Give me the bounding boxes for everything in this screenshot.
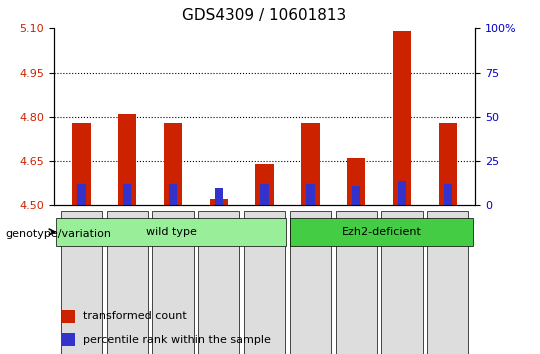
Bar	[63, 333, 75, 346]
FancyBboxPatch shape	[61, 211, 102, 354]
FancyBboxPatch shape	[152, 211, 194, 354]
Bar	[164, 123, 182, 205]
Bar	[72, 123, 91, 205]
Text: percentile rank within the sample: percentile rank within the sample	[84, 335, 272, 345]
Bar	[444, 184, 452, 205]
Bar	[63, 310, 75, 323]
FancyBboxPatch shape	[381, 211, 423, 354]
Text: Ezh2-deficient: Ezh2-deficient	[342, 227, 422, 237]
Text: wild type: wild type	[146, 227, 197, 237]
Bar	[215, 188, 223, 205]
FancyBboxPatch shape	[427, 211, 468, 354]
Bar	[118, 114, 137, 205]
Bar	[301, 123, 320, 205]
Title: GDS4309 / 10601813: GDS4309 / 10601813	[183, 8, 347, 23]
Bar	[347, 158, 366, 205]
FancyBboxPatch shape	[198, 211, 239, 354]
Bar	[210, 199, 228, 205]
Bar	[255, 164, 274, 205]
Bar	[352, 186, 360, 205]
Bar	[393, 31, 411, 205]
FancyBboxPatch shape	[244, 211, 285, 354]
Bar	[77, 184, 85, 205]
Bar	[169, 184, 177, 205]
FancyBboxPatch shape	[107, 211, 148, 354]
FancyBboxPatch shape	[291, 217, 473, 246]
Bar	[123, 184, 131, 205]
Bar	[260, 184, 269, 205]
Bar	[438, 123, 457, 205]
Bar	[398, 181, 406, 205]
FancyBboxPatch shape	[56, 217, 286, 246]
FancyBboxPatch shape	[290, 211, 331, 354]
Text: genotype/variation: genotype/variation	[5, 229, 111, 239]
Bar	[306, 184, 314, 205]
Text: transformed count: transformed count	[84, 312, 187, 321]
FancyBboxPatch shape	[335, 211, 377, 354]
